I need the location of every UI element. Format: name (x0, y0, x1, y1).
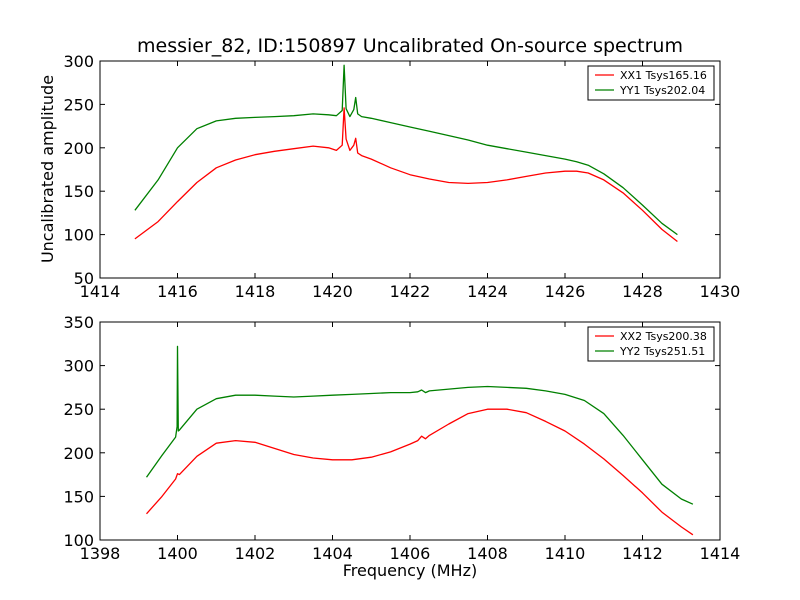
y-tick-label: 100 (63, 226, 94, 245)
x-tick-label: 1428 (622, 282, 663, 301)
y-tick-label: 50 (74, 269, 94, 288)
x-tick-label: 1408 (467, 544, 508, 563)
y-tick-label: 200 (63, 444, 94, 463)
x-tick-label: 1414 (80, 282, 121, 301)
y-tick-label: 200 (63, 139, 94, 158)
x-tick-label: 1402 (235, 544, 276, 563)
x-tick-label: 1404 (312, 544, 353, 563)
bottom-axes-frame (99, 321, 721, 541)
y-tick-label: 150 (63, 487, 94, 506)
y-tick-label: 300 (63, 357, 94, 376)
y-axis-label: Uncalibrated amplitude (38, 75, 57, 263)
x-tick-label: 1410 (545, 544, 586, 563)
bottom-spectrum-chart: Frequency (MHz) 1398 1400 1402 1404 1406 1408… (63, 313, 740, 580)
x-tick-label: 1412 (622, 544, 663, 563)
legend-box (587, 65, 715, 101)
series-line-yy2 (145, 345, 694, 505)
top-plot-area (134, 64, 678, 243)
legend-entry-yy1: YY1 Tsys202.04 (619, 84, 705, 97)
x-tick-label: 1414 (700, 544, 741, 563)
y-tick-label: 300 (63, 52, 94, 71)
x-tick-label: 1430 (700, 282, 741, 301)
x-tick-label: 1426 (545, 282, 586, 301)
series-line-xx1 (134, 107, 678, 243)
x-tick-label: 1424 (467, 282, 508, 301)
x-tick-label: 1420 (312, 282, 353, 301)
x-axis-label: Frequency (MHz) (343, 561, 477, 580)
y-tick-label: 350 (63, 313, 94, 332)
y-tick-label: 100 (63, 531, 94, 550)
top-axes-frame (99, 60, 721, 279)
bottom-plot-area (145, 345, 694, 536)
top-ticks: 1414 1416 1418 1420 1422 1424 1426 1428 1430 50 10… (63, 52, 740, 301)
y-tick-label: 250 (63, 400, 94, 419)
y-tick-label: 250 (63, 95, 94, 114)
x-tick-label: 1400 (157, 544, 198, 563)
x-tick-label: 1398 (80, 544, 121, 563)
x-tick-label: 1418 (235, 282, 276, 301)
x-tick-label: 1416 (157, 282, 198, 301)
x-tick-label: 1406 (390, 544, 431, 563)
legend-box (587, 326, 715, 362)
top-spectrum-chart: messier_82, ID:150897 Uncalibrated On-so… (38, 35, 740, 301)
chart-title: messier_82, ID:150897 Uncalibrated On-so… (137, 35, 683, 57)
legend-entry-xx1: XX1 Tsys165.16 (620, 69, 707, 82)
x-tick-label: 1422 (390, 282, 431, 301)
series-line-xx2 (146, 408, 694, 536)
series-line-yy1 (134, 64, 678, 236)
top-legend: XX1 Tsys165.16 YY1 Tsys202.04 (587, 65, 715, 101)
y-tick-label: 150 (63, 182, 94, 201)
legend-entry-xx2: XX2 Tsys200.38 (620, 330, 707, 343)
bottom-ticks: 1398 1400 1402 1404 1406 1408 1410 1412 1414 100 1… (63, 313, 740, 563)
bottom-legend: XX2 Tsys200.38 YY2 Tsys251.51 (587, 326, 715, 362)
legend-entry-yy2: YY2 Tsys251.51 (619, 345, 705, 358)
